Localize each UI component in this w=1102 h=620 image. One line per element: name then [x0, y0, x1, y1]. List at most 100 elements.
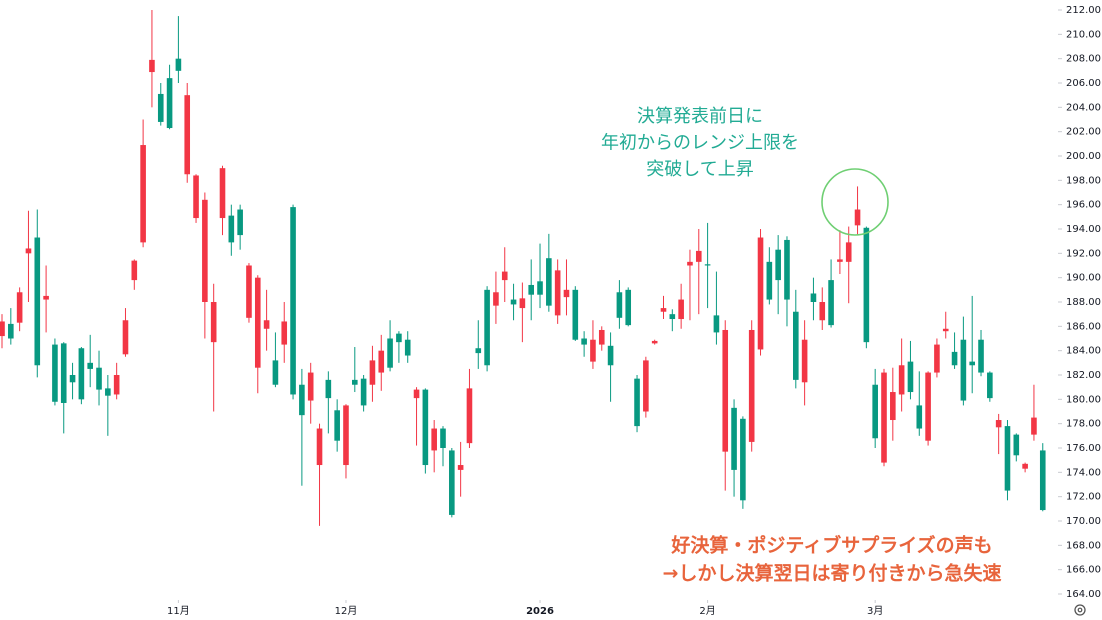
- candle: [0, 314, 5, 349]
- candle: [598, 326, 605, 351]
- y-tick-label: 212.00: [1066, 5, 1101, 16]
- candle: [572, 286, 579, 341]
- candle: [484, 286, 490, 372]
- candle: [934, 338, 940, 378]
- candle: [810, 277, 817, 321]
- candle-body: [775, 249, 781, 281]
- candle-body: [572, 289, 579, 340]
- candle-body: [404, 339, 411, 356]
- candle: [607, 332, 614, 402]
- candle-body: [493, 292, 499, 306]
- candle: [16, 287, 23, 332]
- candle: [122, 308, 129, 357]
- candle-body: [978, 339, 984, 373]
- candle: [105, 375, 111, 436]
- candle: [8, 308, 14, 345]
- candle: [625, 287, 632, 327]
- y-tick-label: 206.00: [1066, 78, 1101, 89]
- candle: [554, 259, 561, 324]
- candle: [237, 204, 243, 250]
- candle: [431, 420, 437, 473]
- candle: [475, 320, 482, 369]
- candle: [43, 265, 49, 333]
- candle-body: [1031, 417, 1037, 435]
- candle: [219, 165, 226, 236]
- candle: [563, 259, 570, 316]
- candle-body: [907, 361, 914, 393]
- candle: [960, 316, 967, 406]
- candle: [254, 275, 261, 394]
- candle-body: [1013, 434, 1020, 456]
- candle: [995, 413, 1002, 455]
- candle: [52, 338, 58, 406]
- candle: [396, 331, 402, 363]
- annotation: →しかし決算翌日は寄り付きから急失速: [663, 562, 1002, 585]
- candle-body: [34, 237, 41, 366]
- candle-body: [704, 264, 711, 266]
- candle-body: [793, 311, 799, 380]
- candle: [149, 10, 155, 108]
- candle-body: [396, 333, 402, 343]
- candle: [907, 340, 914, 400]
- candle-body: [254, 277, 261, 368]
- x-tick-label: 2月: [699, 605, 715, 617]
- y-tick-label: 176.00: [1066, 443, 1101, 454]
- candle: [695, 229, 702, 315]
- candle: [466, 368, 473, 448]
- candle: [669, 309, 676, 332]
- candle: [246, 263, 252, 323]
- candle: [413, 387, 420, 446]
- gear[interactable]: [1074, 604, 1086, 616]
- candle: [404, 331, 411, 363]
- candle-body: [934, 344, 940, 373]
- candle-body: [660, 308, 667, 312]
- candle-body: [995, 420, 1002, 428]
- candle: [184, 83, 191, 183]
- candle: [501, 247, 508, 302]
- candle: [96, 350, 102, 406]
- candle: [378, 334, 385, 391]
- candle-body: [510, 299, 517, 305]
- candle: [78, 347, 85, 405]
- candle-body: [193, 175, 199, 219]
- candle-body: [616, 292, 623, 318]
- candle: [69, 362, 76, 400]
- candle-body: [598, 329, 605, 345]
- gear-center[interactable]: [1077, 607, 1083, 613]
- candle-body: [0, 321, 5, 337]
- candle: [643, 356, 649, 418]
- candle-body: [748, 329, 755, 442]
- candle-body: [475, 348, 482, 354]
- candle-body: [810, 293, 817, 302]
- candle: [87, 334, 93, 388]
- candle: [281, 302, 288, 363]
- candle-body: [546, 258, 552, 306]
- candle: [449, 448, 455, 518]
- candle: [801, 320, 808, 406]
- candle-body: [457, 465, 464, 470]
- annotation: 好決算・ポジティブサプライズの声も: [670, 534, 992, 557]
- candle-body: [634, 378, 640, 427]
- candle: [731, 399, 737, 497]
- candle-body: [140, 145, 146, 243]
- candle-body: [625, 289, 632, 326]
- settings-icon[interactable]: [1074, 604, 1086, 616]
- candle: [590, 320, 596, 369]
- candle-body: [325, 379, 332, 399]
- y-tick-label: 210.00: [1066, 29, 1101, 40]
- y-tick-label: 204.00: [1066, 102, 1101, 113]
- candle-body: [740, 418, 746, 501]
- candle: [784, 236, 790, 327]
- candle-body: [669, 314, 676, 320]
- candle-body: [166, 78, 173, 129]
- y-tick-label: 186.00: [1066, 321, 1101, 332]
- candle: [299, 368, 305, 486]
- candle-body: [863, 227, 870, 343]
- candle-body: [122, 320, 129, 355]
- candle: [140, 119, 146, 248]
- candle: [581, 331, 587, 357]
- candle-body: [69, 375, 76, 383]
- candle: [325, 371, 332, 434]
- candle-body: [87, 362, 93, 369]
